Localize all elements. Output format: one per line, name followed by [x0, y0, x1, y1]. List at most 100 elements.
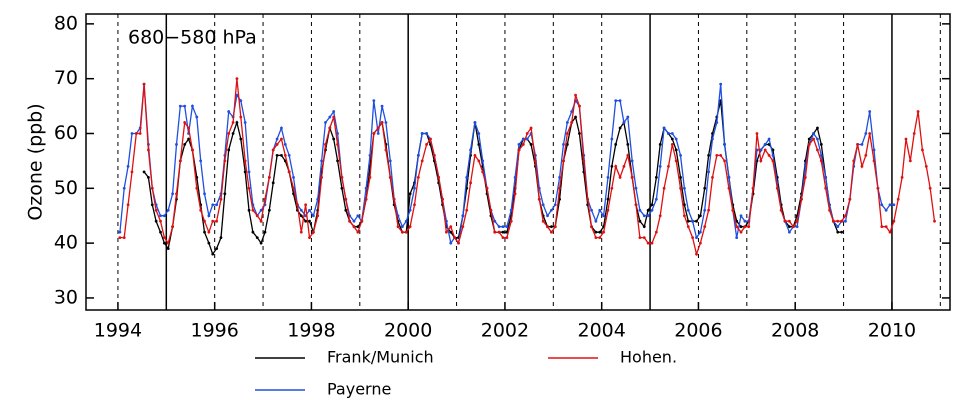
- data-point: [449, 230, 453, 234]
- data-point: [287, 170, 291, 174]
- data-point: [795, 225, 799, 229]
- data-point: [739, 230, 743, 234]
- data-point: [320, 159, 323, 163]
- data-point: [231, 132, 235, 135]
- data-point: [670, 132, 674, 135]
- data-point: [388, 175, 392, 179]
- data-point: [812, 132, 815, 135]
- data-point: [461, 214, 465, 218]
- data-point: [509, 208, 513, 212]
- data-point: [388, 159, 392, 163]
- data-point: [686, 225, 690, 229]
- data-point: [219, 236, 223, 240]
- data-point: [614, 143, 618, 146]
- data-point: [606, 175, 610, 179]
- data-point: [340, 186, 344, 190]
- data-point: [457, 241, 460, 245]
- data-point: [707, 170, 711, 174]
- data-point: [283, 143, 287, 146]
- data-point: [255, 236, 259, 240]
- data-point: [650, 241, 654, 245]
- data-point: [719, 82, 723, 86]
- data-point: [787, 230, 791, 234]
- data-point: [400, 225, 404, 229]
- data-point: [816, 126, 819, 130]
- data-point: [908, 159, 912, 163]
- legend-label: Hohen.: [620, 348, 677, 367]
- data-point: [243, 170, 247, 174]
- data-point: [396, 214, 400, 218]
- data-point: [372, 132, 376, 135]
- data-point: [529, 126, 533, 130]
- data-point: [130, 132, 134, 135]
- data-point: [739, 214, 743, 218]
- data-point: [159, 214, 162, 218]
- data-point: [235, 93, 239, 97]
- data-point: [247, 170, 251, 174]
- data-point: [352, 225, 356, 229]
- data-point: [836, 225, 840, 229]
- data-point: [477, 132, 481, 135]
- data-point: [667, 164, 670, 168]
- data-point: [674, 148, 678, 152]
- data-point: [864, 132, 868, 135]
- data-point: [183, 121, 187, 124]
- data-point: [280, 137, 283, 141]
- data-point: [251, 208, 255, 212]
- data-point: [271, 148, 275, 152]
- data-point: [791, 225, 795, 229]
- data-point: [860, 143, 864, 146]
- data-point: [292, 186, 295, 190]
- data-point: [602, 230, 606, 234]
- data-point: [836, 219, 840, 223]
- data-point: [404, 230, 408, 234]
- data-point: [509, 219, 513, 223]
- data-point: [683, 214, 686, 218]
- data-point: [308, 208, 311, 212]
- data-point: [211, 252, 215, 256]
- data-point: [275, 154, 279, 157]
- data-point: [425, 143, 428, 146]
- data-point: [223, 159, 227, 163]
- data-point: [392, 197, 396, 201]
- data-point: [376, 132, 380, 135]
- data-point: [215, 203, 219, 207]
- data-point: [590, 208, 593, 212]
- data-point: [348, 219, 352, 223]
- data-point: [892, 219, 896, 223]
- data-point: [735, 225, 739, 229]
- data-point: [187, 126, 190, 130]
- data-point: [308, 219, 311, 223]
- data-point: [698, 241, 702, 245]
- data-point: [413, 186, 416, 190]
- x-tick-label: 2004: [578, 320, 626, 342]
- data-point: [844, 214, 847, 218]
- data-point: [175, 192, 178, 196]
- data-point: [360, 219, 364, 223]
- data-point: [558, 175, 562, 179]
- data-point: [505, 236, 509, 240]
- data-point: [707, 208, 711, 212]
- data-point: [546, 225, 549, 229]
- data-point: [674, 137, 678, 141]
- data-point: [525, 132, 529, 135]
- data-point: [622, 121, 626, 124]
- data-point: [324, 121, 327, 124]
- data-point: [541, 203, 545, 207]
- data-point: [570, 121, 574, 124]
- data-point: [126, 164, 130, 168]
- data-point: [819, 154, 823, 157]
- data-point: [546, 214, 549, 218]
- data-point: [304, 219, 308, 223]
- data-point: [299, 214, 303, 218]
- data-point: [679, 154, 682, 157]
- data-point: [670, 137, 674, 141]
- data-point: [570, 110, 574, 113]
- data-point: [497, 225, 501, 229]
- data-point: [642, 236, 646, 240]
- data-point: [485, 186, 489, 190]
- data-point: [311, 214, 315, 218]
- data-point: [364, 186, 368, 190]
- data-point: [683, 203, 686, 207]
